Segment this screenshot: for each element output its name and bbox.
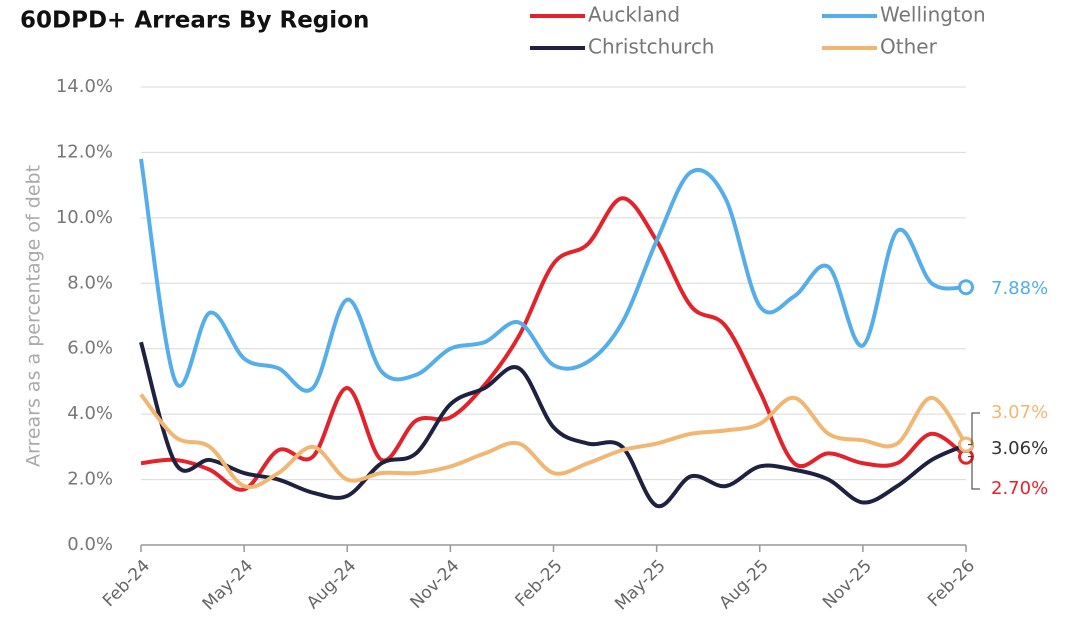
- y-tick-label: 0.0%: [67, 534, 113, 555]
- x-tick-label: Nov-24: [407, 556, 464, 613]
- x-tick-label: Feb-24: [99, 556, 154, 611]
- x-tick-label: Aug-24: [303, 556, 360, 613]
- y-tick-label: 4.0%: [67, 403, 113, 424]
- data-label: 7.88%: [991, 278, 1048, 299]
- x-tick-label: Aug-25: [716, 556, 773, 613]
- y-tick-label: 14.0%: [56, 76, 113, 97]
- y-axis-label: Arrears as a percentage of debt: [23, 165, 45, 467]
- legend-label: Other: [880, 35, 938, 59]
- series-line: [139, 158, 967, 393]
- y-tick-label: 2.0%: [67, 469, 113, 490]
- data-label: 3.07%: [991, 402, 1048, 423]
- x-tick-label: Nov-25: [819, 556, 876, 613]
- x-tick-label: May-24: [199, 556, 257, 614]
- legend-label: Wellington: [880, 3, 986, 27]
- leader-line: [968, 456, 980, 490]
- end-point: [958, 279, 974, 296]
- x-tick-label: Feb-25: [512, 556, 567, 611]
- chart-title: 60DPD+ Arrears By Region: [20, 8, 369, 34]
- y-tick-label: 10.0%: [56, 207, 113, 228]
- series-line: [140, 196, 968, 492]
- legend-label: Auckland: [588, 3, 680, 27]
- y-tick-label: 12.0%: [56, 141, 113, 162]
- legend-label: Christchurch: [588, 35, 714, 59]
- data-label: 3.06%: [991, 438, 1048, 459]
- series-line: [139, 393, 968, 490]
- leader-line: [968, 412, 980, 446]
- x-tick-label: Feb-26: [924, 556, 979, 611]
- x-tick-label: May-25: [611, 556, 669, 614]
- y-tick-label: 8.0%: [67, 272, 113, 293]
- data-label: 2.70%: [991, 478, 1048, 499]
- y-tick-label: 6.0%: [67, 338, 113, 359]
